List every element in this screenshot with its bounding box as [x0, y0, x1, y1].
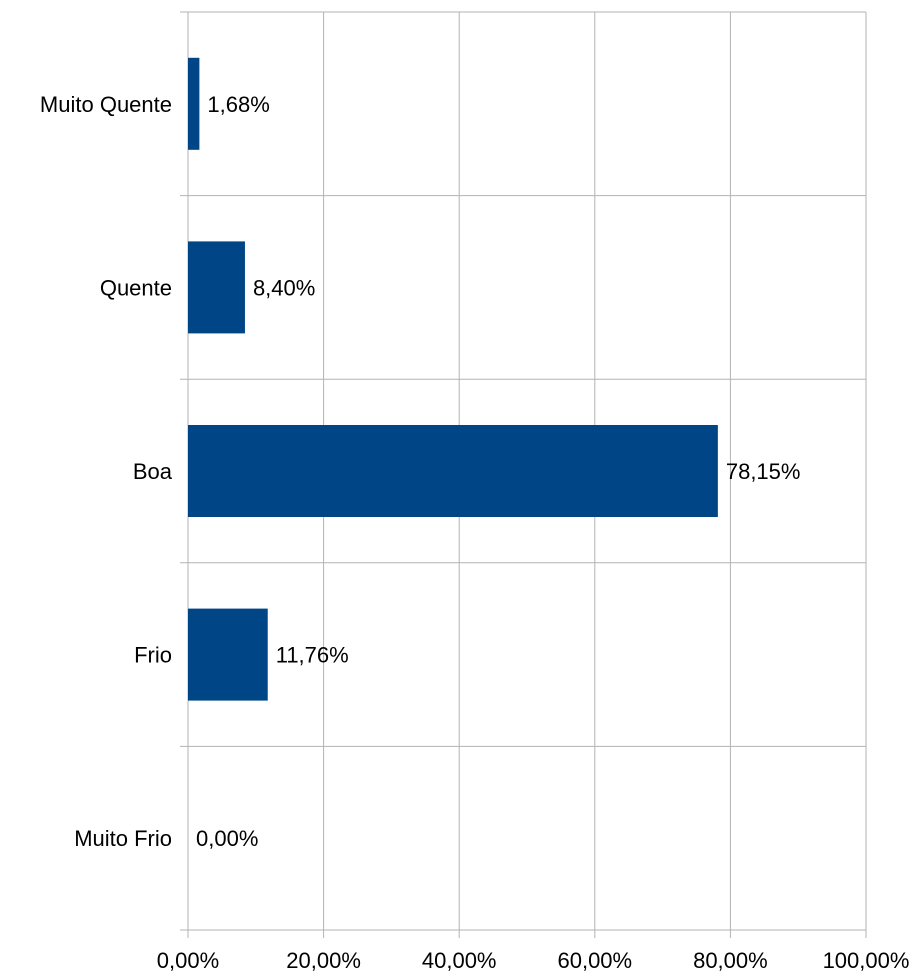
data-label: 78,15% — [726, 459, 801, 484]
x-tick-label: 100,00% — [823, 948, 910, 973]
x-tick-label: 80,00% — [693, 948, 768, 973]
x-tick-label: 40,00% — [422, 948, 497, 973]
x-tick-label: 0,00% — [157, 948, 219, 973]
category-label: Quente — [100, 275, 172, 300]
x-tick-label: 20,00% — [286, 948, 361, 973]
category-label: Muito Quente — [40, 92, 172, 117]
data-label: 11,76% — [276, 643, 349, 668]
data-label: 1,68% — [207, 92, 269, 117]
data-label: 8,40% — [253, 275, 315, 300]
bar — [188, 241, 245, 334]
category-label: Frio — [134, 643, 172, 668]
bar — [188, 608, 268, 701]
labels: 0,00% 20,00% 40,00% 60,00% 80,00% 100,00% Muit… — [40, 92, 910, 973]
bar — [188, 425, 718, 517]
category-label: Boa — [133, 459, 173, 484]
bar — [188, 57, 200, 150]
x-tick-label: 60,00% — [557, 948, 632, 973]
category-label: Muito Frio — [74, 826, 172, 851]
bars — [188, 57, 718, 701]
data-label: 0,00% — [196, 826, 258, 851]
